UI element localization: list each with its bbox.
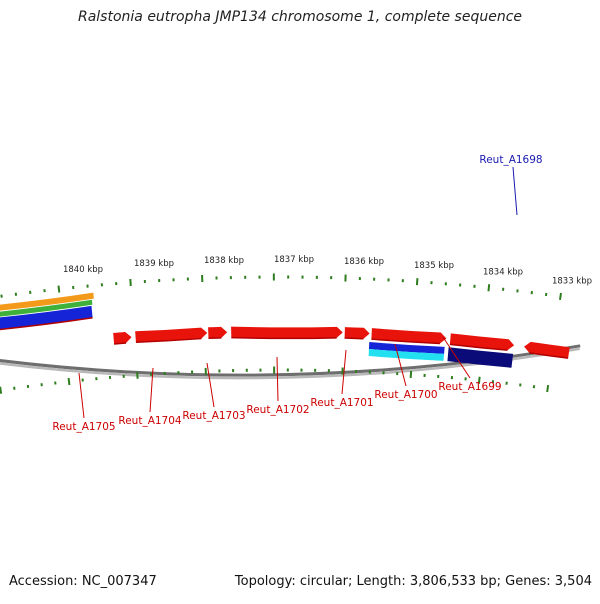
gene-label: Reut_A1704: [118, 415, 182, 427]
gene-label: Reut_A1705: [52, 421, 115, 433]
gene-label: Reut_A1699: [438, 381, 501, 393]
red-gene-reverse-edge: [345, 338, 364, 339]
red-gene-reverse: [345, 327, 370, 339]
red-gene-reverse-edge: [114, 343, 126, 344]
ruler-label: 1838 kbp: [204, 256, 244, 266]
ruler-label: 1835 kbp: [414, 261, 454, 271]
gene-label: Reut_A1698: [479, 154, 542, 166]
ruler-label: 1834 kbp: [483, 268, 523, 278]
ruler-label: 1837 kbp: [274, 255, 314, 265]
ruler-label: 1836 kbp: [344, 257, 384, 267]
gene-leader-line: [277, 357, 278, 401]
red-gene-reverse-edge: [231, 338, 336, 339]
red-gene-reverse: [113, 332, 131, 344]
gene-label: Reut_A1703: [182, 410, 245, 422]
red-gene-reverse: [231, 327, 343, 339]
ruler-tick-inner: [0, 387, 1, 394]
ruler-tick: [488, 284, 489, 291]
ruler-tick-inner: [69, 378, 70, 385]
ruler-label: 1840 kbp: [63, 265, 103, 275]
ruler-tick-inner: [547, 385, 548, 392]
ruler-tick-inner: [137, 372, 138, 379]
ruler-tick: [130, 279, 131, 286]
ruler-tick: [59, 286, 60, 293]
topology-summary: Topology: circular; Length: 3,806,533 bp…: [235, 574, 592, 589]
ruler-tick: [560, 293, 561, 300]
ruler-label: 1839 kbp: [134, 259, 174, 269]
accession-label: Accession: NC_007347: [9, 574, 157, 589]
red-gene-reverse: [208, 327, 227, 338]
map-title: Ralstonia eutropha JMP134 chromosome 1, …: [0, 9, 600, 25]
ruler-label: 1833 kbp: [552, 277, 592, 287]
gene-label: Reut_A1700: [374, 389, 437, 401]
gene-leader-line: [207, 363, 214, 407]
gene-label: Reut_A1702: [246, 404, 309, 416]
gene-label: Reut_A1701: [310, 397, 373, 409]
gene-leader-line: [513, 167, 517, 215]
